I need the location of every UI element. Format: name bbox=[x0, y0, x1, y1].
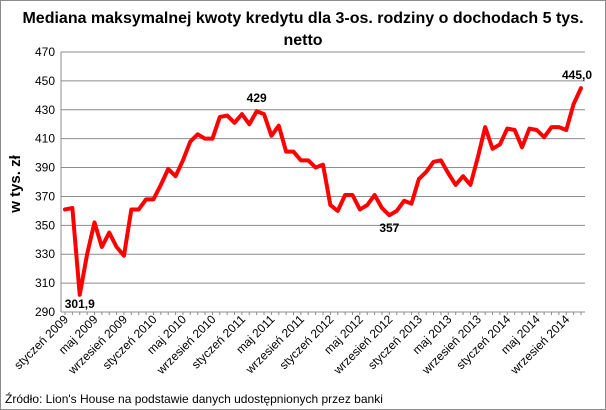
y-tick-label-470: 470 bbox=[35, 45, 55, 59]
y-tick-label-290: 290 bbox=[35, 305, 55, 319]
data-label: 429 bbox=[247, 91, 267, 105]
y-tick-label-410: 410 bbox=[35, 132, 55, 146]
data-labels: 301,9 429 357 445,0 bbox=[65, 68, 593, 311]
data-label: 357 bbox=[379, 221, 399, 235]
chart-title-line1: Mediana maksymalnej kwoty kredytu dla 3-… bbox=[22, 10, 583, 27]
data-label: 445,0 bbox=[562, 68, 592, 82]
data-label: 301,9 bbox=[65, 297, 95, 311]
axes bbox=[60, 52, 585, 315]
y-tick-label-350: 350 bbox=[35, 218, 55, 232]
chart-title-line2: netto bbox=[283, 32, 322, 49]
y-tick-label-390: 390 bbox=[35, 161, 55, 175]
source-note: Źródło: Lion's House na podstawie danych… bbox=[5, 391, 383, 406]
y-tick-labels: 290 310 330 350 370 390 410 430 450 470 bbox=[35, 45, 55, 319]
series-layer bbox=[63, 86, 583, 297]
y-tick-label-450: 450 bbox=[35, 74, 55, 88]
y-tick-label-310: 310 bbox=[35, 276, 55, 290]
y-tick-label-430: 430 bbox=[35, 103, 55, 117]
y-tick-label-330: 330 bbox=[35, 247, 55, 261]
y-tick-label-370: 370 bbox=[35, 189, 55, 203]
series-line-0 bbox=[63, 86, 583, 297]
y-axis-label: w tys. zł bbox=[7, 154, 24, 213]
